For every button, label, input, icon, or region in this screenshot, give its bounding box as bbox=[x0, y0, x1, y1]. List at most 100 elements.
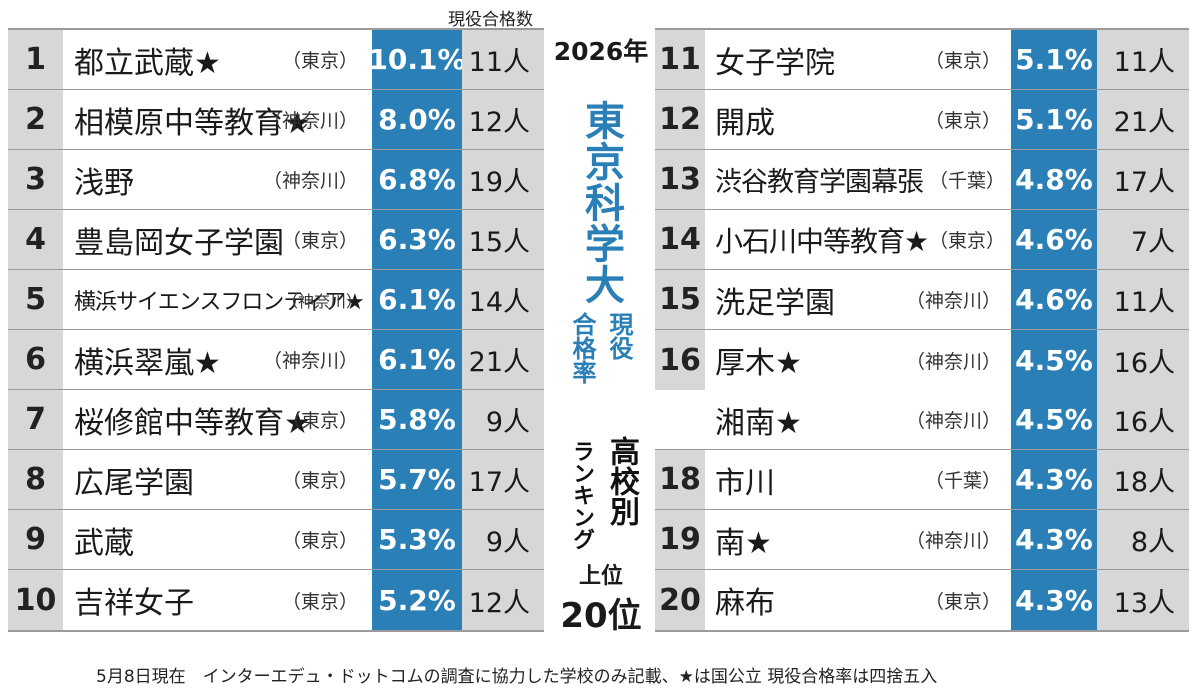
title-rate-line1: 現役 bbox=[605, 312, 633, 360]
school-name: 広尾学園 bbox=[74, 465, 194, 501]
ranking-row: 7 桜修館中等教育★ （東京） 5.8% 9人 bbox=[8, 390, 544, 450]
prefecture: （千葉） bbox=[928, 170, 1005, 192]
pass-rate: 6.8% bbox=[372, 150, 462, 209]
school-name: 小石川中等教育★ bbox=[715, 224, 929, 258]
ranking-row: 15 洗足学園 （神奈川） 4.6% 11人 bbox=[655, 270, 1189, 330]
prefecture: （神奈川） bbox=[262, 110, 358, 132]
ranking-row: 19 南★ （神奈川） 4.3% 8人 bbox=[655, 510, 1189, 570]
school-name: 麻布 bbox=[715, 586, 775, 621]
prefecture: （東京） bbox=[281, 530, 358, 552]
prefecture: （東京） bbox=[924, 590, 1001, 613]
prefecture: （東京） bbox=[281, 470, 358, 492]
school-name: 横浜翠嵐★ bbox=[74, 345, 221, 381]
pass-rate: 4.6% bbox=[1011, 270, 1097, 329]
pass-count: 14人 bbox=[462, 270, 544, 329]
university-name: 東京科学大 bbox=[578, 100, 624, 305]
rank-cell: 18 bbox=[655, 450, 705, 509]
ranking-row: 20 麻布 （東京） 4.3% 13人 bbox=[655, 570, 1189, 630]
pass-rate: 10.1% bbox=[368, 30, 466, 89]
title-joi: 上位 bbox=[578, 564, 623, 589]
pass-rate: 4.5% bbox=[1011, 330, 1097, 390]
prefecture: （神奈川） bbox=[262, 350, 358, 372]
rank-cell: 4 bbox=[8, 210, 63, 269]
ranking-row: 11 女子学院 （東京） 5.1% 11人 bbox=[655, 30, 1189, 90]
prefecture: （神奈川） bbox=[281, 291, 362, 311]
pass-rate: 8.0% bbox=[372, 90, 462, 149]
school-name: 女子学院 bbox=[715, 45, 835, 81]
pass-rate: 4.6% bbox=[1011, 210, 1097, 269]
school-name: 洗足学園 bbox=[715, 285, 835, 321]
prefecture: （東京） bbox=[281, 410, 358, 432]
count-column-header: 現役合格数 bbox=[448, 10, 533, 30]
rank-cell: 9 bbox=[8, 510, 63, 569]
pass-count: 7人 bbox=[1097, 210, 1189, 269]
school-name: 渋谷教育学園幕張 bbox=[715, 167, 924, 198]
ranking-row: 湘南★ （神奈川） 4.5% 16人 bbox=[655, 390, 1189, 450]
prefecture: （東京） bbox=[281, 590, 358, 613]
school-name: 桜修館中等教育★ bbox=[74, 405, 311, 441]
ranking-row: 14 小石川中等教育★ （東京） 4.6% 7人 bbox=[655, 210, 1189, 270]
pass-count: 15人 bbox=[462, 210, 544, 269]
ranking-row: 10 吉祥女子 （東京） 5.2% 12人 bbox=[8, 570, 544, 630]
ranking-row: 5 横浜サイエンスフロンティア★ （神奈川） 6.1% 14人 bbox=[8, 270, 544, 330]
pass-rate: 5.7% bbox=[372, 450, 462, 509]
footnote: 5月8日現在 インターエデュ・ドットコムの調査に協力した学校のみ記載、★は国公立… bbox=[96, 667, 938, 687]
prefecture: （東京） bbox=[281, 50, 358, 72]
pass-rate: 4.3% bbox=[1011, 510, 1097, 569]
pass-rate: 4.5% bbox=[1011, 390, 1097, 449]
pass-rate: 6.1% bbox=[372, 270, 462, 329]
rank-cell: 7 bbox=[8, 390, 63, 449]
school-name: 開成 bbox=[715, 105, 775, 141]
prefecture: （東京） bbox=[928, 230, 1005, 252]
pass-rate: 5.8% bbox=[372, 390, 462, 449]
pass-count: 9人 bbox=[462, 510, 544, 569]
prefecture: （東京） bbox=[281, 230, 358, 252]
pass-rate: 4.3% bbox=[1011, 450, 1097, 509]
pass-count: 17人 bbox=[462, 450, 544, 509]
school-name: 横浜サイエンスフロンティア★ bbox=[74, 289, 365, 315]
pass-rate: 4.3% bbox=[1011, 570, 1097, 630]
title-rate-line2: 合格率 bbox=[568, 312, 596, 384]
school-name: 湘南★ bbox=[715, 405, 802, 441]
pass-count: 16人 bbox=[1097, 330, 1189, 390]
rank-cell: 13 bbox=[655, 150, 705, 209]
pass-rate: 5.2% bbox=[372, 570, 462, 630]
school-name: 都立武蔵★ bbox=[74, 45, 221, 81]
ranking-row: 9 武蔵 （東京） 5.3% 9人 bbox=[8, 510, 544, 570]
rank-cell: 8 bbox=[8, 450, 63, 509]
school-name: 吉祥女子 bbox=[74, 586, 194, 621]
prefecture: （東京） bbox=[924, 110, 1001, 132]
pass-rate: 5.3% bbox=[372, 510, 462, 569]
title-ranking: 高校別 ランキング bbox=[565, 436, 643, 550]
pass-rate: 6.3% bbox=[372, 210, 462, 269]
pass-count: 17人 bbox=[1097, 150, 1189, 209]
title-rate: 現役 合格率 bbox=[565, 312, 637, 384]
title-year: 2026年 bbox=[553, 37, 649, 66]
rank-cell bbox=[655, 390, 705, 449]
pass-count: 8人 bbox=[1097, 510, 1189, 569]
pass-count: 21人 bbox=[462, 330, 544, 389]
pass-count: 11人 bbox=[462, 30, 544, 89]
prefecture: （神奈川） bbox=[262, 170, 358, 192]
pass-count: 13人 bbox=[1097, 570, 1189, 630]
title-top: 20位 bbox=[560, 596, 642, 636]
pass-count: 9人 bbox=[462, 390, 544, 449]
pass-rate: 5.1% bbox=[1011, 30, 1097, 89]
school-name: 南★ bbox=[715, 525, 772, 561]
ranking-row: 16 厚木★ （神奈川） 4.5% 16人 bbox=[655, 330, 1189, 390]
ranking-title: 2026年 東京科学大 現役 合格率 高校別 ランキング 上位 20位 bbox=[553, 30, 649, 637]
prefecture: （神奈川） bbox=[905, 530, 1001, 552]
prefecture: （神奈川） bbox=[905, 410, 1001, 432]
title-university: 東京科学大 bbox=[553, 100, 649, 309]
school-name: 厚木★ bbox=[715, 346, 802, 381]
ranking-table-left: 1 都立武蔵★ （東京） 10.1% 11人 2 相模原中等教育★ （神奈川） … bbox=[8, 28, 544, 632]
pass-count: 11人 bbox=[1097, 30, 1189, 89]
prefecture: （千葉） bbox=[924, 470, 1001, 492]
school-name: 市川 bbox=[715, 465, 775, 501]
ranking-row: 4 豊島岡女子学園 （東京） 6.3% 15人 bbox=[8, 210, 544, 270]
ranking-row: 1 都立武蔵★ （東京） 10.1% 11人 bbox=[8, 30, 544, 90]
pass-count: 21人 bbox=[1097, 90, 1189, 149]
rank-cell: 15 bbox=[655, 270, 705, 329]
pass-rate: 6.1% bbox=[372, 330, 462, 389]
ranking-row: 12 開成 （東京） 5.1% 21人 bbox=[655, 90, 1189, 150]
